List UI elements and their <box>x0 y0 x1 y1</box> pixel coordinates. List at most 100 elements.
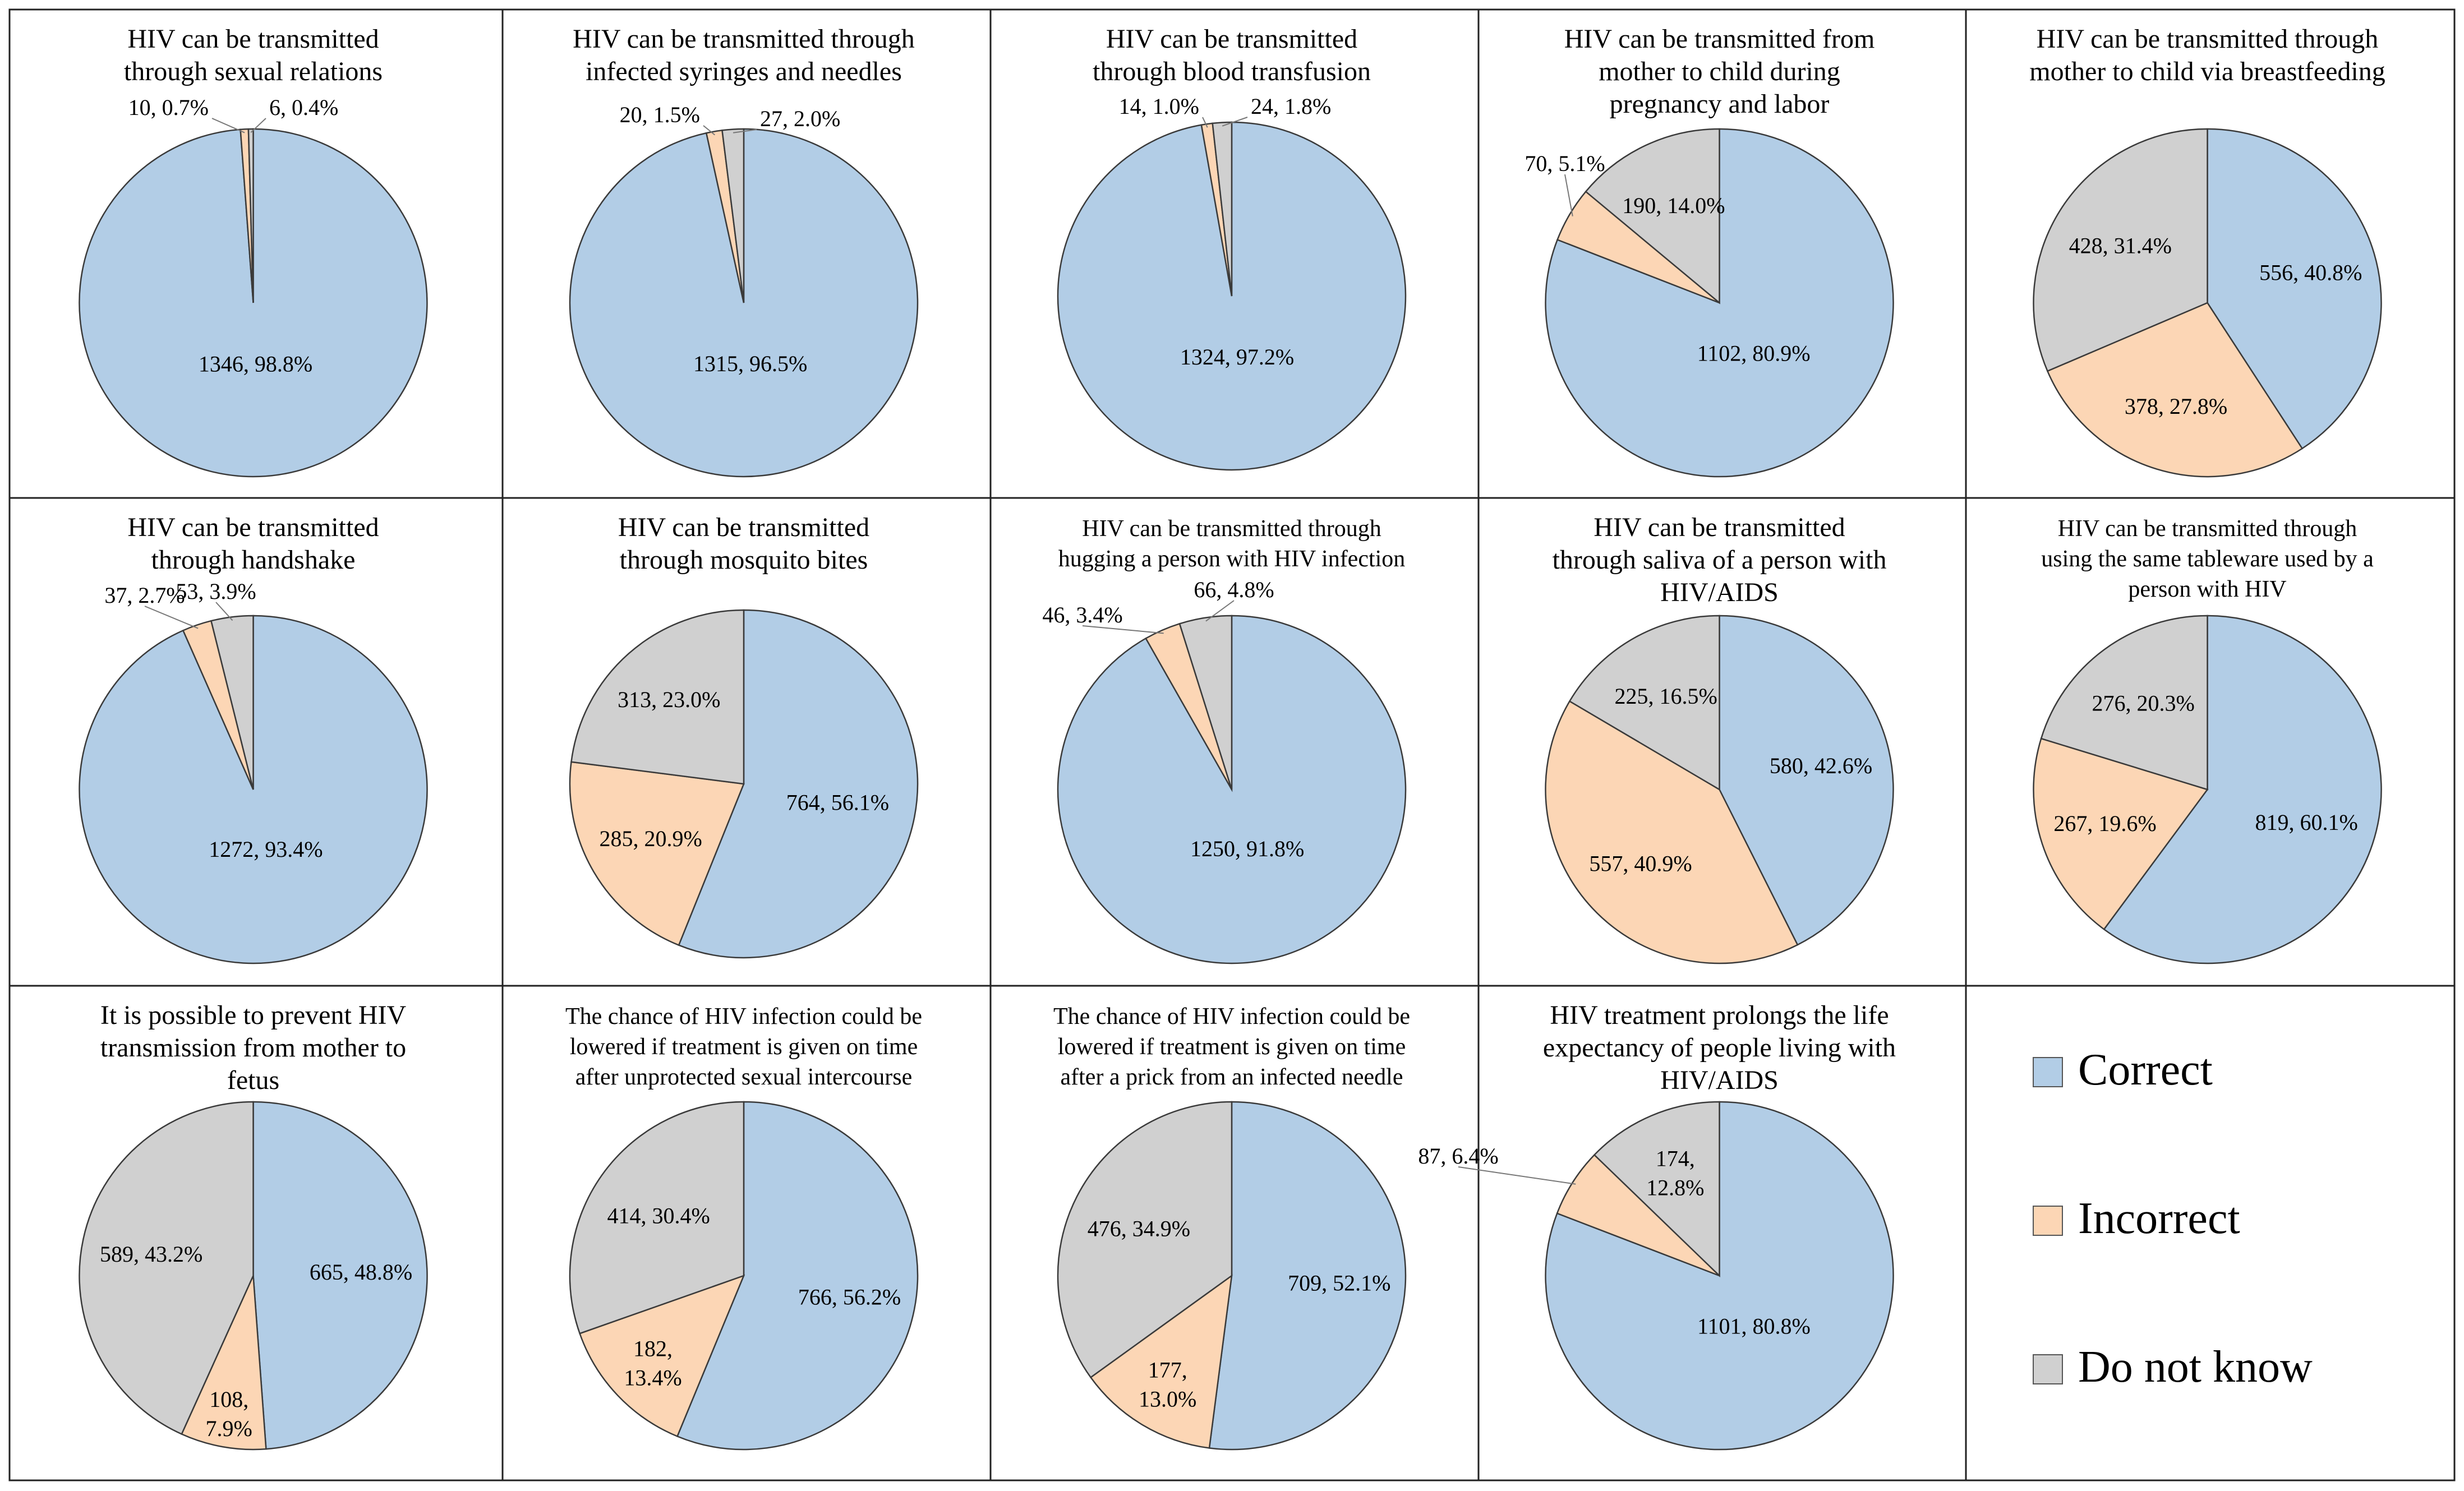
data-label: 66, 4.8% <box>1194 577 1274 602</box>
pie-slice-correct <box>1719 615 1894 946</box>
pie-slice-do-not-know <box>2040 615 2208 791</box>
chart-title-line: HIV treatment prolongs the life <box>1550 1000 1889 1030</box>
chart-title-line: through sexual relations <box>124 57 383 86</box>
data-label: 428, 31.4% <box>2069 233 2172 258</box>
data-label: 14, 1.0% <box>1119 94 1199 119</box>
chart-title-line: pregnancy and labor <box>1610 89 1830 119</box>
chart-title-line: HIV can be transmitted through <box>2037 24 2379 54</box>
pie-slice-do-not-know <box>210 615 254 790</box>
pie-slice-incorrect <box>2046 302 2304 478</box>
data-label: 13.4% <box>624 1365 681 1391</box>
data-label: 589, 43.2% <box>100 1241 202 1267</box>
data-label: 476, 34.9% <box>1088 1216 1190 1241</box>
legend-swatch-correct <box>2033 1057 2063 1087</box>
data-label: 182, <box>633 1336 673 1361</box>
chart-title-line: HIV can be transmitted from <box>1564 24 1875 54</box>
data-label: 1272, 93.4% <box>209 837 323 862</box>
pie-slice-correct <box>1208 1101 1407 1451</box>
chart-title-line: The chance of HIV infection could be <box>1053 1004 1410 1030</box>
chart-title-line: HIV can be transmitted through <box>1082 516 1381 542</box>
leader-line <box>703 125 716 136</box>
data-label: 10, 0.7% <box>128 95 209 120</box>
pie-slice-do-not-know <box>1593 1101 1720 1277</box>
pie-chart-13: The chance of HIV infection could be lowe… <box>1053 1004 1410 1451</box>
chart-title-line: after a prick from an infected needle <box>1061 1064 1403 1090</box>
data-label: 1324, 97.2% <box>1180 344 1294 370</box>
pie-slice-incorrect <box>1556 1153 1720 1277</box>
data-label: 87, 6.4% <box>1418 1143 1498 1169</box>
leader-line <box>211 118 245 133</box>
data-label: 13.0% <box>1139 1387 1196 1412</box>
data-label: 267, 19.6% <box>2053 811 2156 836</box>
pie-chart-12: The chance of HIV infection could be lowe… <box>565 1004 922 1451</box>
pie-slice-incorrect <box>2033 737 2209 931</box>
data-label: 665, 48.8% <box>310 1259 412 1285</box>
pie-slice-correct <box>2103 615 2382 964</box>
chart-title-line: HIV can be transmitted through <box>573 24 915 54</box>
data-label: 1315, 96.5% <box>693 351 807 376</box>
chart-title-line: mother to child during <box>1599 57 1840 86</box>
pie-slice-incorrect <box>579 1274 745 1438</box>
chart-title-line: The chance of HIV infection could be <box>565 1004 922 1030</box>
data-label: 108, <box>209 1387 248 1412</box>
data-label: 225, 16.5% <box>1615 684 1717 709</box>
chart-title-line: HIV/AIDS <box>1660 1065 1779 1095</box>
chart-title-line: after unprotected sexual intercourse <box>575 1064 913 1090</box>
pie-chart-8: HIV can be transmitted through hugging a … <box>1042 516 1407 964</box>
chart-title-line: hugging a person with HIV infection <box>1058 546 1406 572</box>
pie-slice-do-not-know <box>721 128 745 303</box>
data-label: 557, 40.9% <box>1589 851 1692 876</box>
legend-label-correct: Correct <box>2078 1045 2213 1095</box>
pie-slice-incorrect <box>1089 1274 1233 1449</box>
pie-slice-do-not-know <box>1057 1101 1233 1379</box>
chart-title-line: HIV can be transmitted <box>127 513 379 542</box>
leader-line <box>1222 117 1248 127</box>
pie-chart-1: HIV can be transmitted through sexual rel… <box>79 24 428 478</box>
chart-title-line: mother to child via breastfeeding <box>2029 57 2385 86</box>
chart-title-line: HIV can be transmitted through <box>2058 516 2357 542</box>
data-label: 174, <box>1656 1146 1695 1171</box>
chart-title-line: expectancy of people living with <box>1543 1033 1896 1063</box>
leader-line <box>1205 600 1235 622</box>
data-label: 580, 42.6% <box>1770 753 1872 778</box>
data-label: 20, 1.5% <box>620 102 700 127</box>
chart-title-line: fetus <box>227 1065 279 1095</box>
pie-chart-10: HIV can be transmitted through using the … <box>2033 516 2382 964</box>
data-label: 70, 5.1% <box>1525 151 1605 176</box>
pie-slice-correct <box>1545 1101 1894 1451</box>
data-label: 27, 2.0% <box>760 106 840 131</box>
chart-title-line: HIV can be transmitted <box>618 513 869 542</box>
pie-slice-correct <box>1545 128 1894 478</box>
chart-title-line: person with HIV <box>2128 576 2286 602</box>
legend: Correct Incorrect Do not know <box>2033 1045 2313 1392</box>
chart-title-line: through handshake <box>151 545 356 575</box>
pie-chart-6: HIV can be transmitted through handshake 1… <box>79 513 428 964</box>
legend-swatch-incorrect <box>2033 1206 2063 1236</box>
pie-slice-do-not-know <box>570 609 745 785</box>
data-label: 1102, 80.9% <box>1697 341 1811 366</box>
pie-slice-do-not-know <box>79 1101 254 1435</box>
leader-line <box>1202 117 1208 128</box>
chart-title-line: HIV can be transmitted <box>1593 513 1845 542</box>
data-label: 1346, 98.8% <box>199 351 312 376</box>
pie-slice-incorrect <box>569 761 745 947</box>
data-label: 190, 14.0% <box>1622 193 1725 218</box>
data-label: 53, 3.9% <box>176 579 256 604</box>
data-label: 285, 20.9% <box>600 826 702 851</box>
chart-title-line: lowered if treatment is given on time <box>1058 1034 1406 1060</box>
data-label: 313, 23.0% <box>618 687 720 712</box>
grid-frame <box>8 8 2456 1481</box>
data-label: 819, 60.1% <box>2255 810 2358 835</box>
chart-title-line: It is possible to prevent HIV <box>100 1000 407 1030</box>
chart-title-line: using the same tableware used by a <box>2041 546 2374 572</box>
chart-title-line: through saliva of a person with <box>1553 545 1887 575</box>
leader-line <box>1082 625 1164 634</box>
leader-line <box>215 602 233 621</box>
data-label: 1250, 91.8% <box>1190 836 1304 861</box>
pie-slice-correct <box>678 609 919 959</box>
pie-slice-correct <box>676 1101 919 1451</box>
data-label: 24, 1.8% <box>1251 94 1331 119</box>
pie-slice-incorrect <box>1545 700 1799 964</box>
chart-title-line: through mosquito bites <box>620 545 868 575</box>
